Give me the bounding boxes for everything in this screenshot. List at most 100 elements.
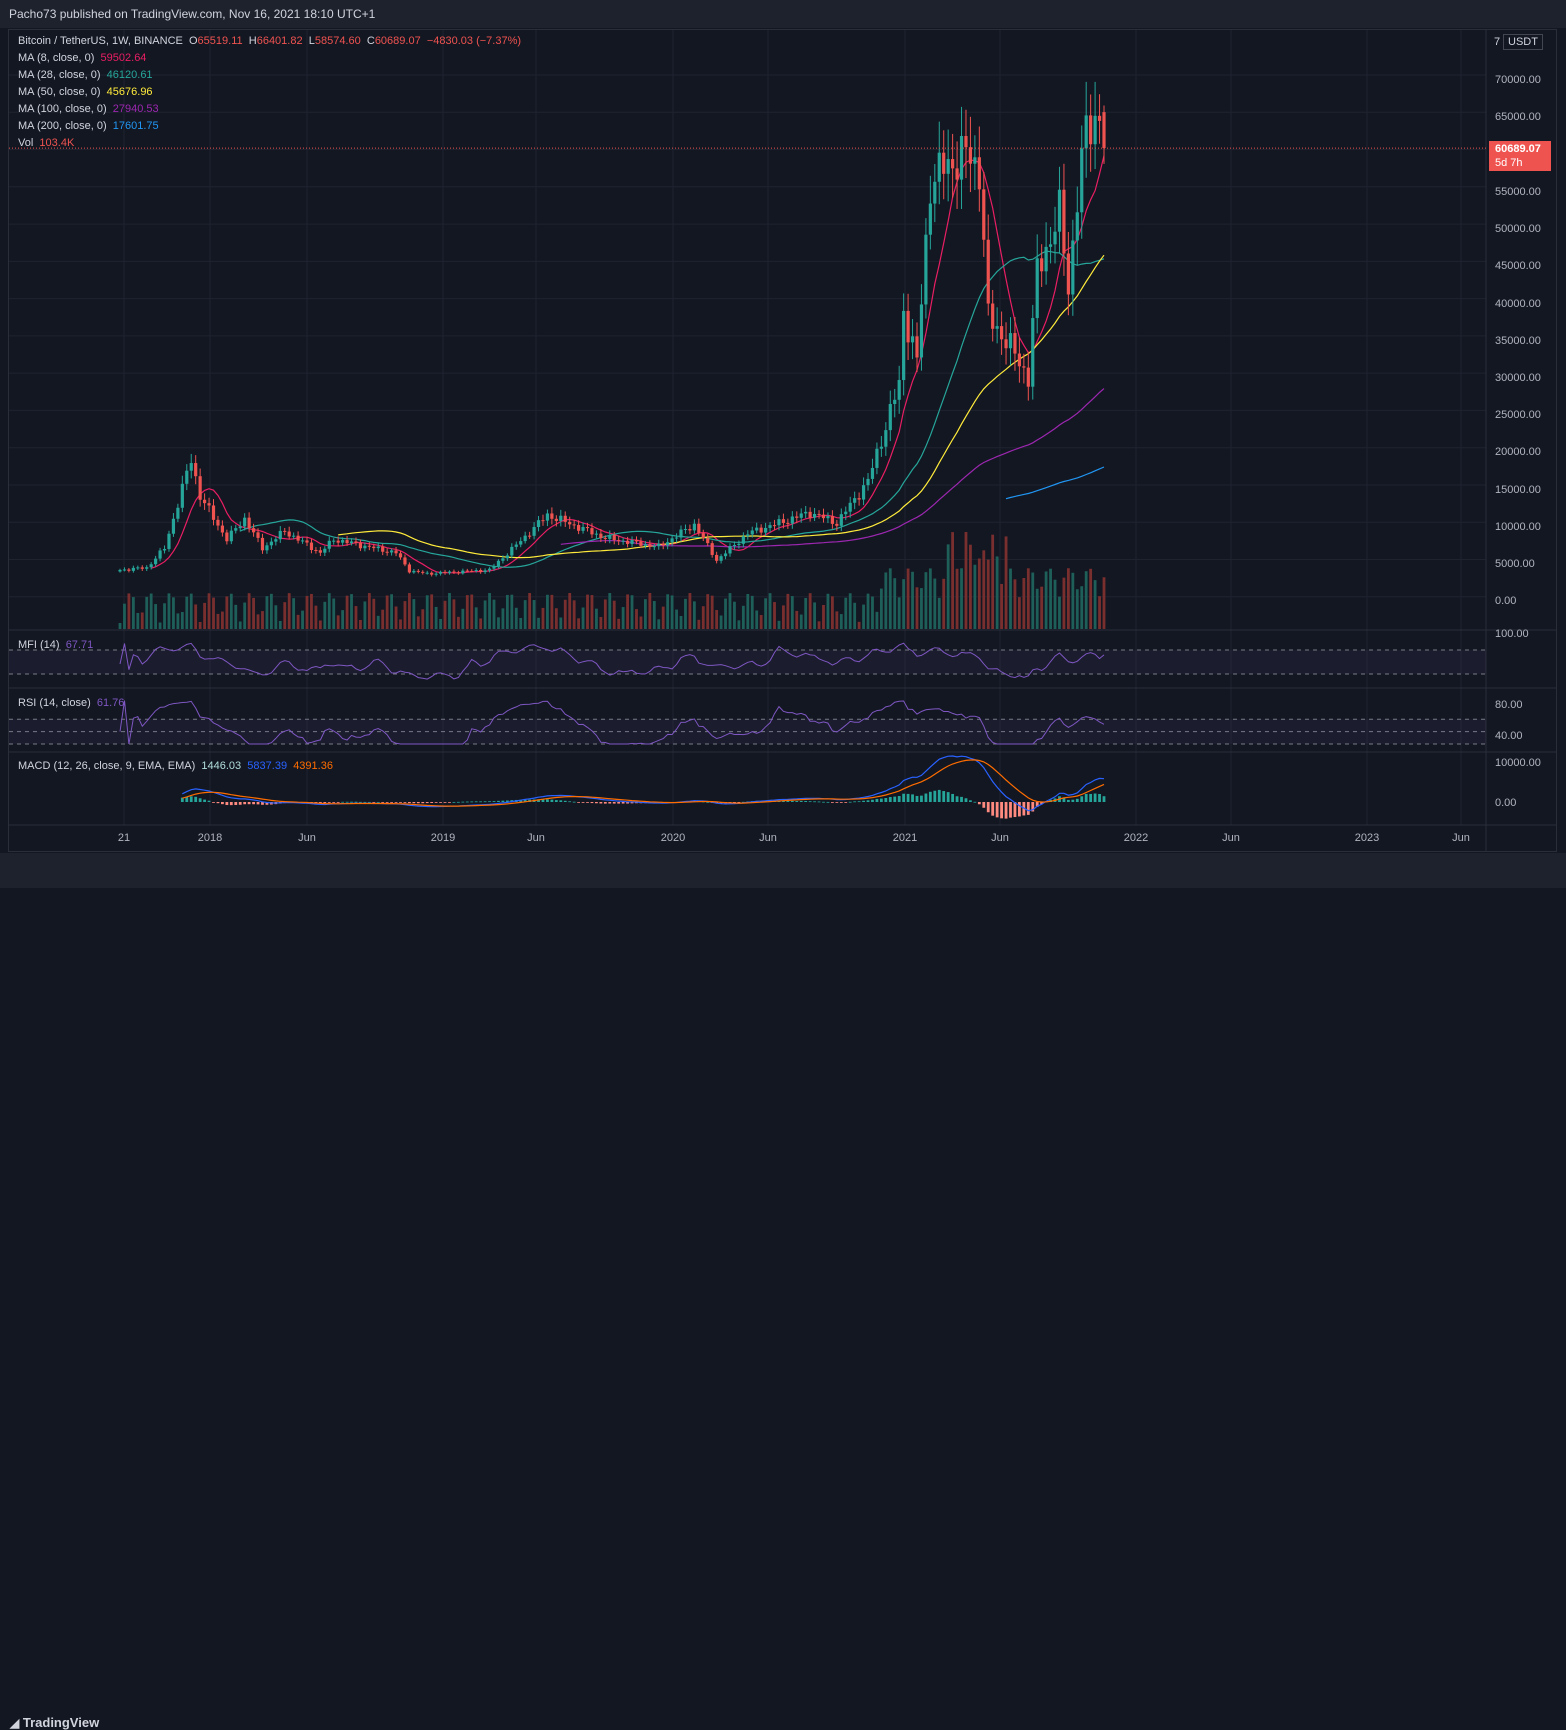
volume-bar — [131, 597, 135, 629]
price-tick: 65000.00 — [1495, 111, 1541, 123]
candle-body — [536, 520, 541, 527]
legend-vol[interactable]: Vol 103.4K — [18, 137, 74, 149]
legend-ma8-label: MA (8, close, 0) — [18, 52, 95, 64]
candle-body — [140, 567, 144, 569]
volume-bar — [933, 578, 937, 629]
volume-bar — [412, 599, 416, 629]
macd-histogram-bar — [572, 801, 576, 803]
legend-ma8[interactable]: MA (8, close, 0) 59502.64 — [18, 52, 146, 64]
candle-body — [906, 310, 910, 343]
candle-body — [1022, 366, 1026, 368]
candle-body — [808, 511, 812, 518]
legend-ma100[interactable]: MA (100, close, 0) 27940.53 — [18, 103, 159, 115]
legend-macd[interactable]: MACD (12, 26, close, 9, EMA, EMA) 1446.0… — [18, 760, 333, 772]
macd-histogram-bar — [1000, 802, 1003, 819]
volume-bar — [421, 609, 425, 629]
volume-bar — [688, 593, 692, 629]
volume-bar — [661, 606, 665, 629]
candle-body — [185, 470, 189, 484]
volume-bar — [172, 597, 175, 629]
macd-histogram-bar — [799, 800, 803, 802]
tradingview-logo-text: TradingView — [22, 1715, 100, 1730]
last-price-value: 60689.07 — [1495, 143, 1541, 155]
macd-histogram-bar — [563, 800, 567, 802]
volume-bar — [986, 559, 990, 629]
volume-bar — [376, 615, 380, 629]
candle-body — [180, 483, 184, 508]
volume-bar — [817, 621, 821, 629]
candle-body — [955, 168, 959, 180]
candle-body — [189, 463, 193, 471]
candle-body — [1093, 115, 1097, 145]
candle-body — [421, 571, 425, 573]
volume-bar — [1000, 583, 1003, 629]
legend-mfi[interactable]: MFI (14) 67.71 — [18, 639, 93, 651]
bar-countdown: 5d 7h — [1495, 157, 1523, 169]
volume-bar — [318, 620, 322, 629]
candle-body — [679, 529, 683, 538]
tradingview-logo[interactable]: ◢ TradingView — [10, 1715, 99, 1730]
macd-histogram-bar — [559, 800, 563, 802]
macd-histogram-bar — [995, 802, 999, 818]
macd-histogram-bar — [439, 802, 442, 803]
volume-bar — [1071, 572, 1075, 629]
macd-histogram-bar — [421, 802, 425, 804]
legend-rsi[interactable]: RSI (14, close) 61.76 — [18, 697, 124, 709]
macd-histogram-bar — [452, 801, 456, 803]
macd-histogram-bar — [376, 801, 380, 803]
macd-histogram-bar — [461, 801, 465, 803]
candle-body — [492, 566, 496, 569]
volume-bar — [283, 602, 287, 629]
macd-histogram-bar — [920, 795, 923, 802]
chart-frame[interactable] — [8, 29, 1557, 852]
macd-tick: 10000.00 — [1495, 757, 1541, 769]
macd-histogram-bar — [390, 802, 394, 803]
volume-bar — [514, 607, 518, 629]
volume-bar — [1004, 536, 1008, 629]
macd-histogram-bar — [835, 802, 839, 803]
candle-body — [719, 556, 723, 561]
macd-histogram-bar — [221, 802, 224, 805]
currency-button[interactable]: USDT — [1503, 34, 1543, 50]
candle-body — [202, 499, 207, 504]
macd-histogram-bar — [359, 801, 362, 803]
candle-body — [229, 530, 233, 542]
chart-canvas[interactable] — [0, 0, 1566, 888]
candle-body — [247, 517, 251, 529]
price-tick: 50000.00 — [1495, 223, 1541, 235]
volume-bar — [323, 601, 327, 629]
macd-histogram-bar — [1102, 796, 1106, 802]
volume-bar — [1093, 580, 1097, 629]
volume-bar — [603, 599, 607, 629]
candle-body — [1026, 367, 1030, 387]
candle-body — [959, 136, 964, 180]
time-tick: Jun — [1452, 832, 1470, 844]
volume-bar — [577, 618, 581, 629]
legend-ma200[interactable]: MA (200, close, 0) 17601.75 — [18, 120, 159, 132]
candle-body — [1048, 244, 1053, 247]
volume-bar — [612, 600, 616, 629]
candle-body — [590, 528, 594, 535]
macd-histogram-bar — [1004, 802, 1008, 819]
volume-bar — [189, 593, 193, 629]
candle-body — [283, 530, 287, 532]
macd-histogram-bar — [911, 794, 914, 802]
macd-histogram-bar — [848, 801, 852, 803]
currency-icon[interactable]: 7 — [1494, 36, 1501, 48]
candle-body — [532, 526, 536, 536]
macd-histogram-bar — [817, 801, 821, 803]
candle-body — [523, 535, 527, 542]
macd-histogram-bar — [1080, 796, 1084, 802]
volume-bar — [670, 595, 674, 629]
volume-bar — [608, 593, 612, 629]
legend-ma50[interactable]: MA (50, close, 0) 45676.96 — [18, 86, 153, 98]
time-tick: Jun — [527, 832, 545, 844]
candle-body — [741, 536, 745, 544]
macd-histogram-bar — [933, 790, 937, 802]
candle-body — [572, 524, 576, 526]
time-tick: 2022 — [1123, 832, 1149, 844]
macd-signal-line — [182, 759, 1105, 807]
volume-bar — [964, 532, 968, 629]
candle-body — [211, 505, 216, 520]
legend-ma28[interactable]: MA (28, close, 0) 46120.61 — [18, 69, 153, 81]
